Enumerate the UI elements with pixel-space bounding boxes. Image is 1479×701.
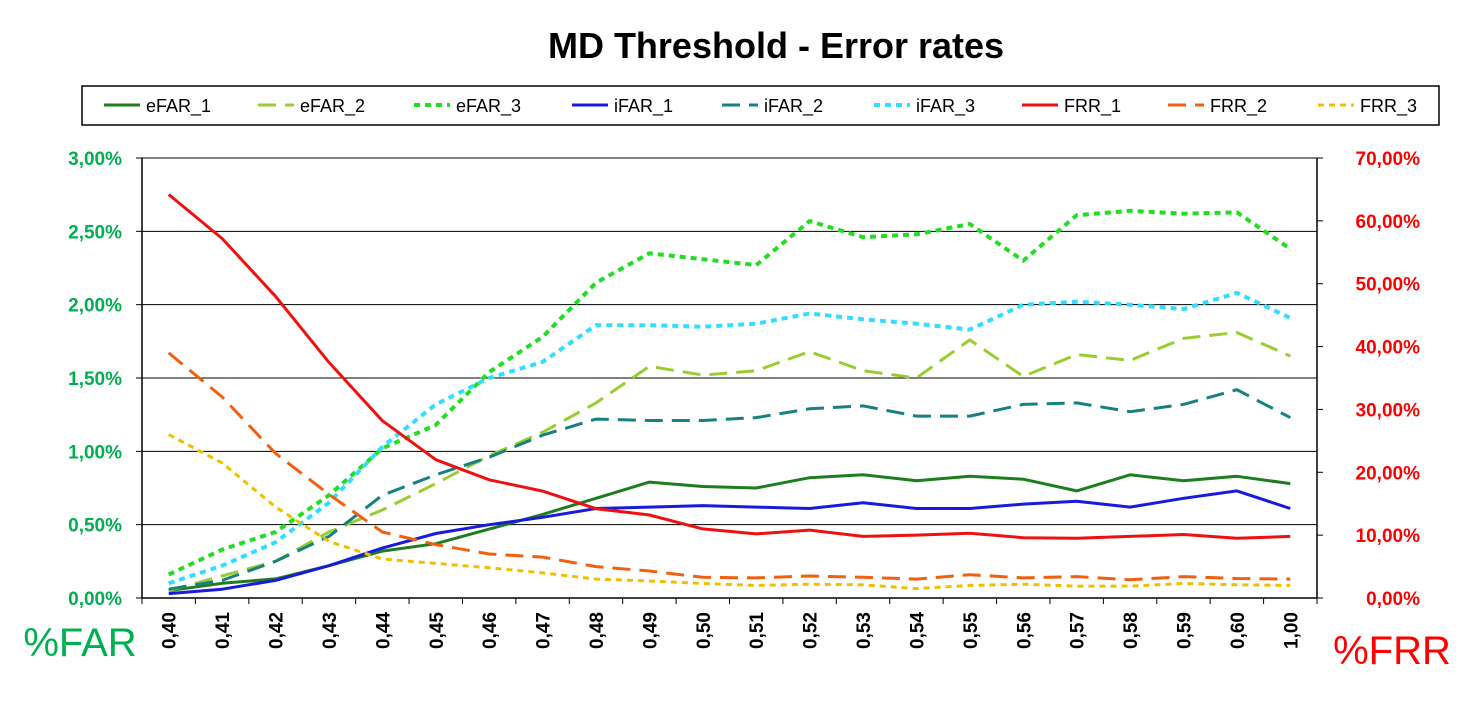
x-tick-label: 0,49 [640, 612, 661, 649]
y-left-tick-label: 3,00% [68, 149, 122, 170]
series-line-frr-3 [167, 433, 1291, 591]
y-left-tick-label: 1,00% [68, 442, 122, 463]
y-axis-right-label: %FRR [1333, 629, 1451, 673]
x-tick-label: 0,50 [694, 612, 715, 649]
x-tick-label: 0,55 [961, 612, 982, 649]
x-tick-label: 0,40 [160, 612, 181, 649]
x-tick-label: 0,43 [320, 612, 341, 649]
series-line-efar-2 [168, 331, 1291, 593]
x-tick-label: 0,45 [427, 612, 448, 649]
y-left-tick-label: 0,00% [68, 589, 122, 610]
y-right-tick-label: 30,00% [1356, 400, 1421, 421]
x-tick-label: 0,42 [267, 612, 288, 649]
x-tick-label: 0,52 [801, 612, 822, 649]
legend-label: FRR_2 [1210, 96, 1267, 117]
chart-title: MD Threshold - Error rates [548, 25, 1004, 66]
y-right-tick-label: 70,00% [1356, 149, 1421, 170]
plot-area [136, 157, 1323, 604]
legend-label: iFAR_3 [916, 96, 975, 117]
series-line-frr-1 [167, 193, 1291, 540]
x-tick-label: 0,47 [534, 612, 555, 649]
y-right-tick-label: 20,00% [1356, 463, 1421, 484]
legend: eFAR_1 eFAR_2 eFAR_3 iFAR_1 iFAR_2 iFAR_3 FRR_… [81, 85, 1440, 126]
x-tick-label: 0,53 [854, 612, 875, 649]
x-tick-label: 1,00 [1281, 612, 1302, 649]
series-line-efar-3 [167, 208, 1292, 577]
series-line-ifar-1 [168, 489, 1291, 596]
y-axis-left-label: %FAR [23, 621, 136, 665]
legend-label: eFAR_3 [456, 96, 521, 117]
y-left-tick-label: 2,50% [68, 222, 122, 243]
x-tick-label: 0,54 [907, 612, 928, 649]
y-left-tick-label: 2,00% [68, 296, 122, 317]
x-tick-label: 0,56 [1014, 612, 1035, 649]
legend-label: eFAR_2 [300, 96, 365, 117]
legend-label: eFAR_1 [146, 96, 211, 117]
legend-label: FRR_1 [1064, 96, 1121, 117]
x-tick-label: 0,57 [1068, 612, 1089, 649]
y-right-tick-label: 50,00% [1356, 275, 1421, 296]
x-tick-label: 0,48 [587, 612, 608, 649]
y-left-tick-label: 1,50% [68, 369, 122, 390]
series-line-ifar-2 [168, 388, 1291, 591]
legend-box [81, 85, 1440, 126]
x-tick-label: 0,60 [1228, 612, 1249, 649]
series-line-frr-2 [167, 351, 1291, 582]
legend-label: iFAR_2 [764, 96, 823, 117]
legend-label: iFAR_1 [614, 96, 673, 117]
x-tick-label: 0,46 [480, 612, 501, 649]
y-right-tick-label: 0,00% [1366, 589, 1420, 610]
legend-label: FRR_3 [1360, 96, 1417, 117]
y-right-tick-label: 40,00% [1356, 338, 1421, 359]
x-tick-label: 0,59 [1174, 612, 1195, 649]
y-right-tick-label: 60,00% [1356, 212, 1421, 233]
y-right-tick-label: 10,00% [1356, 526, 1421, 547]
x-tick-label: 0,58 [1121, 612, 1142, 649]
series-line-ifar-3 [168, 290, 1292, 586]
x-tick-label: 0,44 [373, 612, 394, 649]
x-tick-label: 0,51 [747, 612, 768, 649]
x-tick-label: 0,41 [213, 612, 234, 649]
y-left-tick-label: 0,50% [68, 516, 122, 537]
